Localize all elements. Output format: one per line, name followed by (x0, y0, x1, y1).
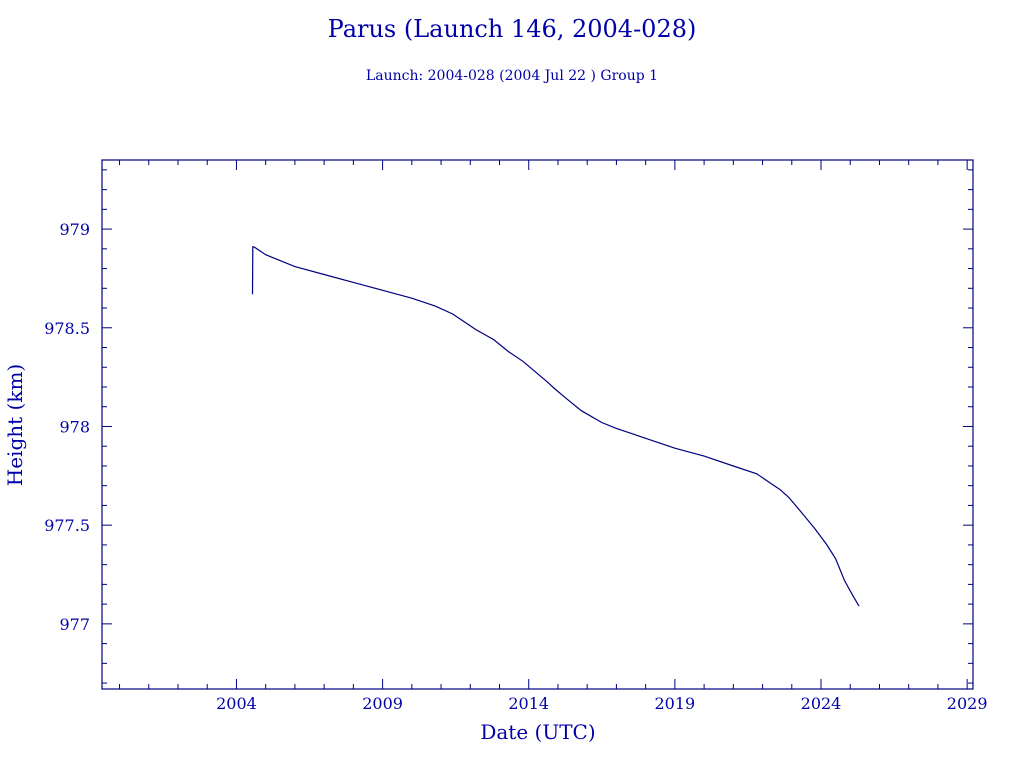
y-tick-label: 977.5 (44, 516, 90, 535)
x-tick-label: 2019 (655, 694, 696, 713)
height-series-line (251, 246, 860, 607)
x-axis-ticks: 2004 2009 2014 2019 2024 2029 (119, 160, 988, 713)
x-tick-label: 2014 (508, 694, 549, 713)
y-tick-label: 978.5 (44, 319, 90, 338)
chart-title: Parus (Launch 146, 2004-028) (328, 15, 697, 43)
y-axis-ticks: 977 977.5 978 978.5 979 (44, 169, 973, 684)
series-layer (251, 246, 860, 607)
chart-subtitle: Launch: 2004-028 (2004 Jul 22 ) Group 1 (366, 68, 658, 84)
x-tick-label: 2024 (801, 694, 842, 713)
x-tick-label: 2009 (362, 694, 403, 713)
x-tick-label: 2029 (947, 694, 988, 713)
y-axis-title: Height (km) (3, 364, 27, 486)
plot-frame (101, 159, 974, 690)
x-tick-label: 2004 (216, 694, 257, 713)
x-axis-title: Date (UTC) (480, 720, 595, 744)
y-tick-label: 979 (59, 220, 90, 239)
y-tick-label: 978 (59, 417, 90, 436)
y-tick-label: 977 (59, 615, 90, 634)
